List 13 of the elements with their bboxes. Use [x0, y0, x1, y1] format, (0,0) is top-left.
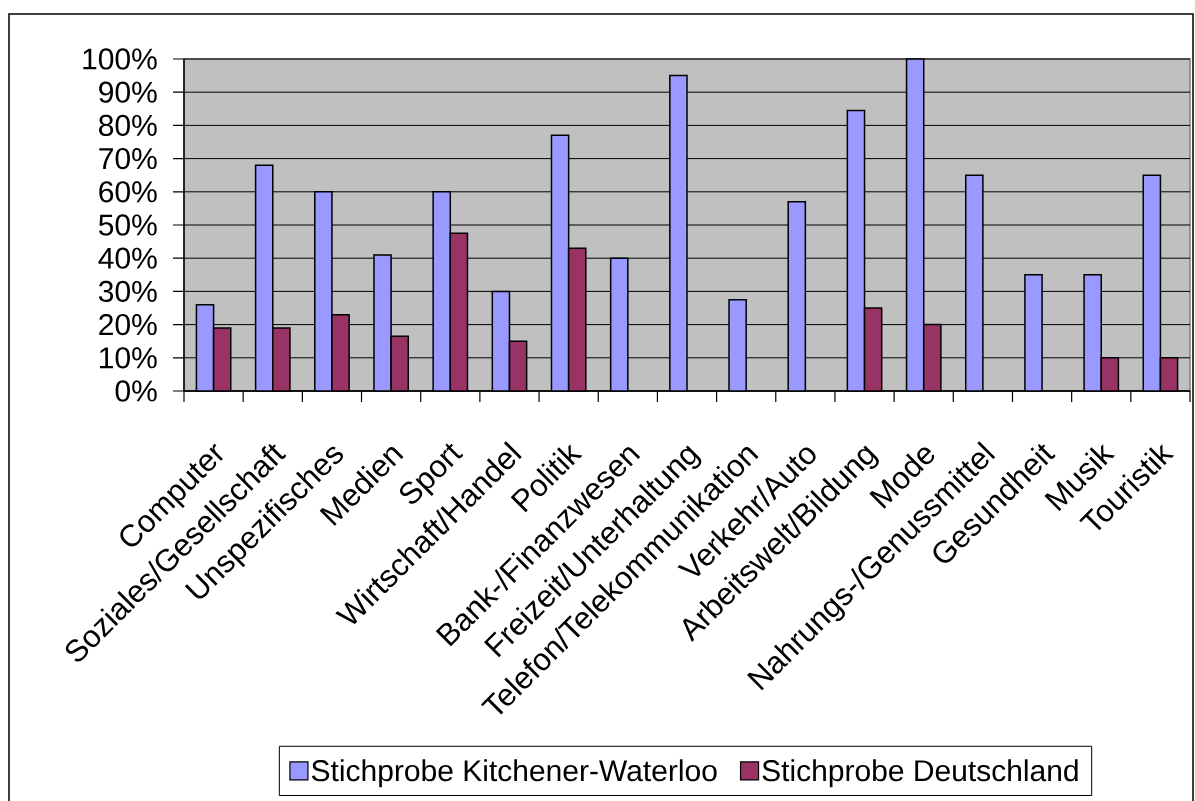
y-tick-label: 60%	[99, 181, 157, 203]
y-tick-label: 10%	[100, 347, 157, 369]
y-tick-label: 100%	[83, 48, 157, 70]
legend-label: Stichprobe Kitchener-Waterloo	[311, 759, 717, 788]
y-tick-label: 80%	[99, 114, 157, 137]
y-tick-label: 20%	[99, 313, 157, 336]
y-tick-label: 0%	[115, 380, 157, 402]
y-tick-label: 70%	[99, 147, 157, 170]
y-tick-label: 30%	[98, 280, 157, 303]
y-tick-label: 90%	[99, 81, 157, 103]
y-tick-label: 50%	[98, 214, 157, 236]
legend-label: Stichprobe Deutschland	[762, 759, 1078, 788]
y-tick-label: 40%	[98, 247, 157, 269]
